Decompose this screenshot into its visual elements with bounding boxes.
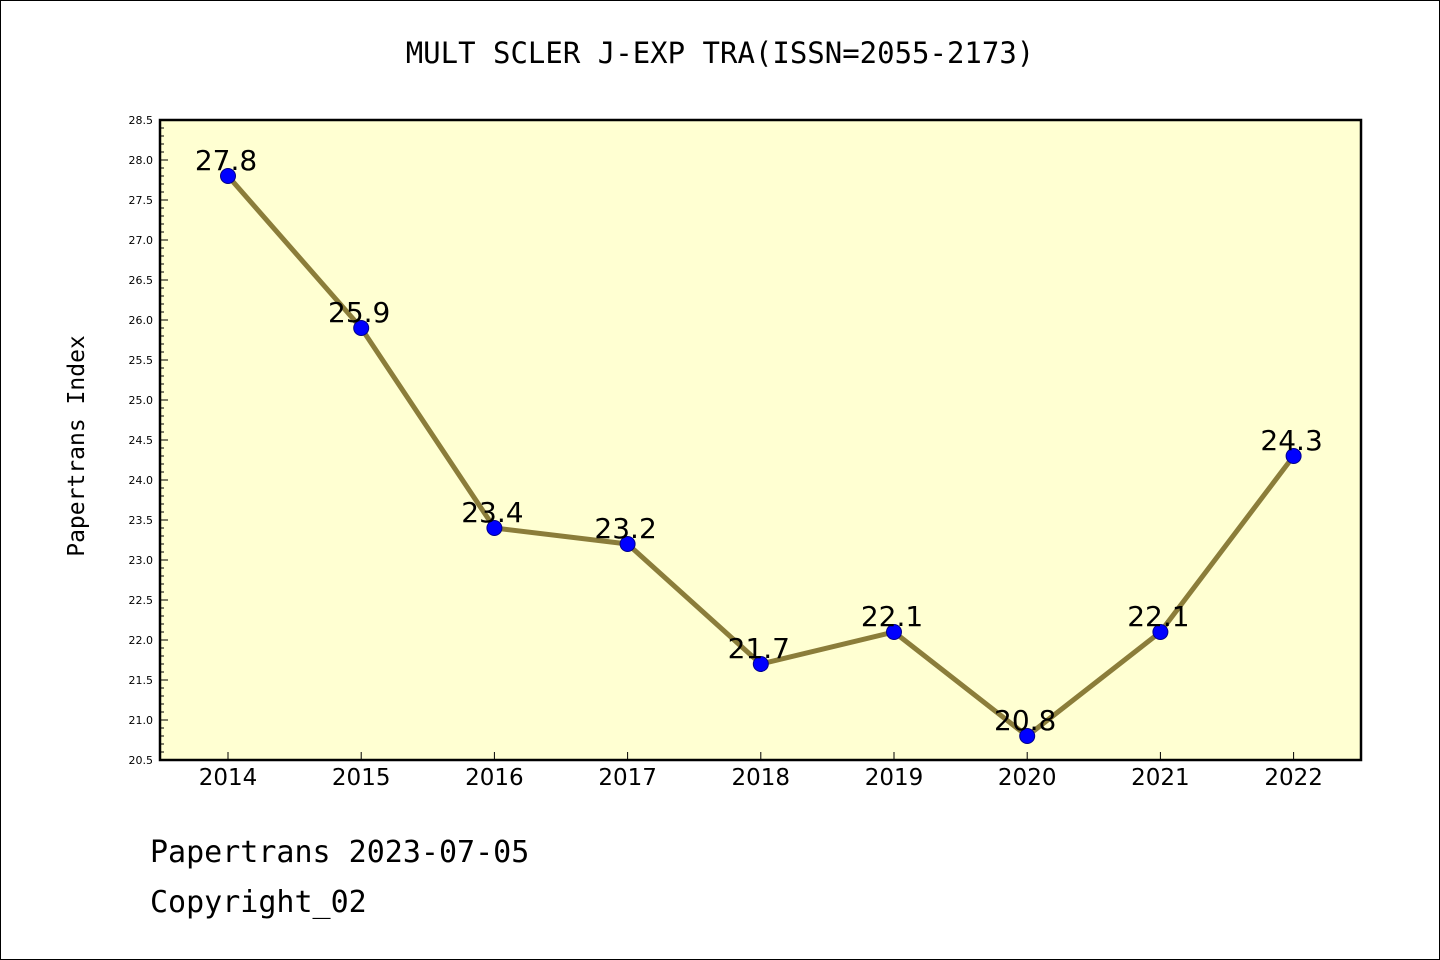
data-label: 22.1 [861, 600, 923, 633]
y-tick-label: 21.5 [129, 674, 154, 687]
y-tick-label: 24.5 [129, 434, 154, 447]
y-tick-label: 28.5 [129, 114, 154, 127]
data-label: 27.8 [195, 144, 257, 177]
data-label: 21.7 [728, 632, 790, 665]
x-tick-label: 2022 [1264, 765, 1323, 791]
y-tick-label: 25.5 [129, 354, 154, 367]
y-tick-label: 23.5 [129, 514, 154, 527]
y-tick-label: 20.5 [129, 754, 154, 767]
y-tick-label: 27.0 [129, 234, 154, 247]
x-tick-label: 2018 [732, 765, 791, 791]
data-label: 23.2 [594, 512, 656, 545]
x-tick-label: 2017 [598, 765, 657, 791]
x-axis: 2014 2015 2016 2017 2018 2019 2020 2021 2022 [199, 752, 1323, 791]
y-tick-label: 22.5 [129, 594, 154, 607]
y-tick-label: 23.0 [129, 554, 154, 567]
data-labels: 27.8 25.9 23.4 23.2 21.7 22.1 20.8 22.1 24.3 [195, 144, 1323, 737]
x-tick-label: 2016 [465, 765, 524, 791]
data-point [353, 320, 370, 336]
y-tick-label: 22.0 [129, 634, 154, 647]
y-tick-label: 21.0 [129, 714, 154, 727]
y-tick-label: 26.5 [129, 274, 154, 287]
data-label: 24.3 [1260, 424, 1322, 457]
chart-title: MULT SCLER J-EXP TRA(ISSN=2055-2173) [405, 36, 1035, 70]
footer-copyright: Copyright_02 [150, 885, 367, 920]
footer-date: Papertrans 2023-07-05 [150, 835, 530, 870]
data-point [1285, 448, 1302, 464]
data-point [1152, 624, 1169, 640]
y-tick-label: 28.0 [129, 154, 154, 167]
data-point [486, 520, 503, 536]
data-point [1019, 728, 1036, 744]
y-tick-label: 24.0 [129, 474, 154, 487]
data-point [886, 624, 902, 640]
y-tick-label: 25.0 [129, 394, 154, 407]
plot-area [158, 118, 1363, 762]
data-label: 22.1 [1127, 600, 1189, 633]
data-label: 23.4 [461, 496, 523, 529]
data-point [220, 168, 236, 184]
data-point [619, 536, 636, 552]
data-point [752, 656, 769, 672]
y-tick-label: 26.0 [129, 314, 154, 327]
x-tick-label: 2021 [1131, 765, 1190, 791]
x-tick-label: 2015 [332, 765, 391, 791]
x-tick-label: 2014 [199, 765, 258, 791]
y-axis-label: Papertrans Index [64, 335, 90, 557]
y-axis: 20.5 21.0 21.5 22.0 22.5 23.0 23.5 24.0 24.5 25.0… [129, 114, 168, 767]
y-tick-label: 27.5 [129, 194, 154, 207]
data-label: 25.9 [328, 296, 390, 329]
x-tick-label: 2020 [998, 765, 1057, 791]
series-points [220, 168, 1302, 744]
x-tick-label: 2019 [865, 765, 924, 791]
data-label: 20.8 [994, 704, 1056, 737]
